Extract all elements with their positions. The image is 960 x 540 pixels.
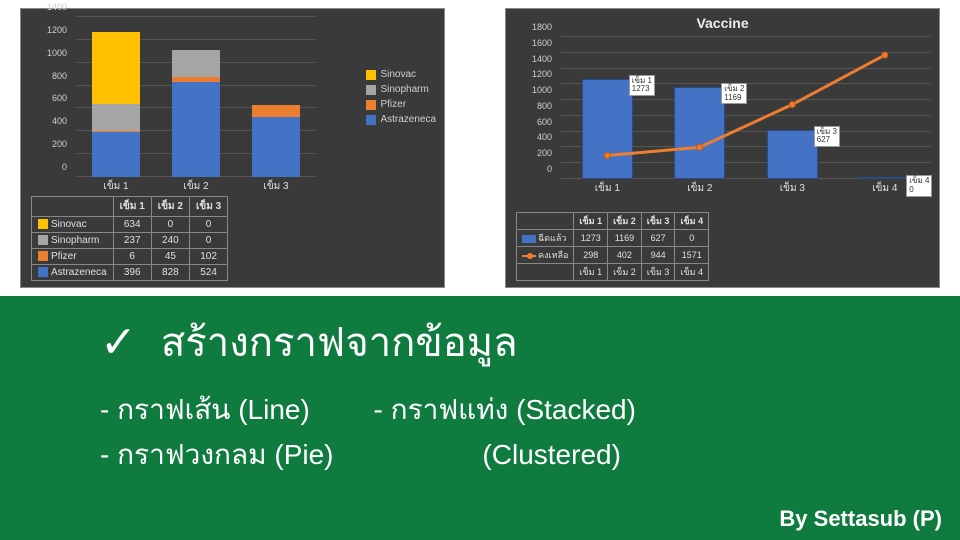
bullet-item: (Clustered) (374, 433, 636, 478)
line-series (561, 37, 931, 179)
left-y-axis: 0200400600800100012001400 (21, 17, 71, 177)
check-icon: ✓ (100, 317, 137, 368)
stacked-bar-chart-panel: 0200400600800100012001400 เข็ม 1เข็ม 2เข… (20, 8, 445, 288)
combo-chart-panel: Vaccine 02004006008001000120014001600180… (505, 8, 940, 288)
bullet-columns: - กราฟเส้น (Line)- กราฟวงกลม (Pie) - กรา… (100, 388, 920, 478)
right-y-axis: 020040060080010001200140016001800 (506, 37, 556, 179)
byline: By Settasub (P) (779, 506, 942, 532)
bar-stack (172, 50, 220, 177)
table-row: คงเหลือ2984029441571 (517, 247, 709, 264)
x-category-label: เข็ม 1 (577, 181, 637, 196)
table-row: Sinopharm2372400 (32, 233, 228, 249)
data-label: เข็ม 21169 (721, 83, 747, 105)
legend-item: Astrazeneca (366, 114, 436, 125)
bullet-col-2: - กราฟแท่ง (Stacked) (Clustered) (374, 388, 636, 478)
legend-item: Sinopharm (366, 84, 436, 95)
left-data-table: เข็ม 1เข็ม 2เข็ม 3Sinovac63400Sinopharm2… (31, 196, 228, 281)
table-row: Sinovac63400 (32, 217, 228, 233)
slide-title: สร้างกราฟจากข้อมูล (161, 310, 518, 374)
right-plot-area: เข็ม 11273เข็ม 21169เข็ม 3627เข็ม 40 (561, 37, 931, 179)
left-x-categories: เข็ม 1 เข็ม 2 เข็ม 3 (76, 179, 316, 195)
legend-item: Sinovac (366, 69, 436, 80)
data-label: เข็ม 11273 (629, 75, 655, 97)
x-category-label: เข็ม 1 (86, 179, 146, 194)
data-label: เข็ม 3627 (814, 126, 840, 148)
bar-stack (252, 105, 300, 177)
slide-footer: ✓ สร้างกราฟจากข้อมูล - กราฟเส้น (Line)- … (0, 296, 960, 540)
bullet-item: - กราฟวงกลม (Pie) (100, 433, 334, 478)
x-category-label: เข็ม 2 (166, 179, 226, 194)
legend-item: Pfizer (366, 99, 436, 110)
right-chart-title: Vaccine (512, 15, 933, 31)
table-row: Pfizer645102 (32, 249, 228, 265)
right-data-table: เข็ม 1เข็ม 2เข็ม 3เข็ม 4 ฉีดแล้ว127311696… (516, 212, 709, 281)
bar-stack (92, 32, 140, 177)
table-row: เข็ม 1เข็ม 2เข็ม 3เข็ม 4 (517, 264, 709, 281)
x-category-label: เข็ม 4 (855, 181, 915, 196)
slide-title-row: ✓ สร้างกราฟจากข้อมูล (100, 310, 920, 374)
table-row: Astrazeneca396828524 (32, 265, 228, 281)
x-category-label: เข็ม 3 (246, 179, 306, 194)
bullet-item: - กราฟเส้น (Line) (100, 388, 334, 433)
x-category-label: เข็ม 2 (670, 181, 730, 196)
bullet-col-1: - กราฟเส้น (Line)- กราฟวงกลม (Pie) (100, 388, 334, 478)
left-plot-area (76, 17, 316, 177)
left-legend: Sinovac Sinopharm Pfizer Astrazeneca (366, 69, 436, 129)
right-x-categories: เข็ม 1 เข็ม 2 เข็ม 3 เข็ม 4 (561, 181, 931, 195)
table-row: ฉีดแล้ว127311696270 (517, 230, 709, 247)
bullet-item: - กราฟแท่ง (Stacked) (374, 388, 636, 433)
x-category-label: เข็ม 3 (762, 181, 822, 196)
